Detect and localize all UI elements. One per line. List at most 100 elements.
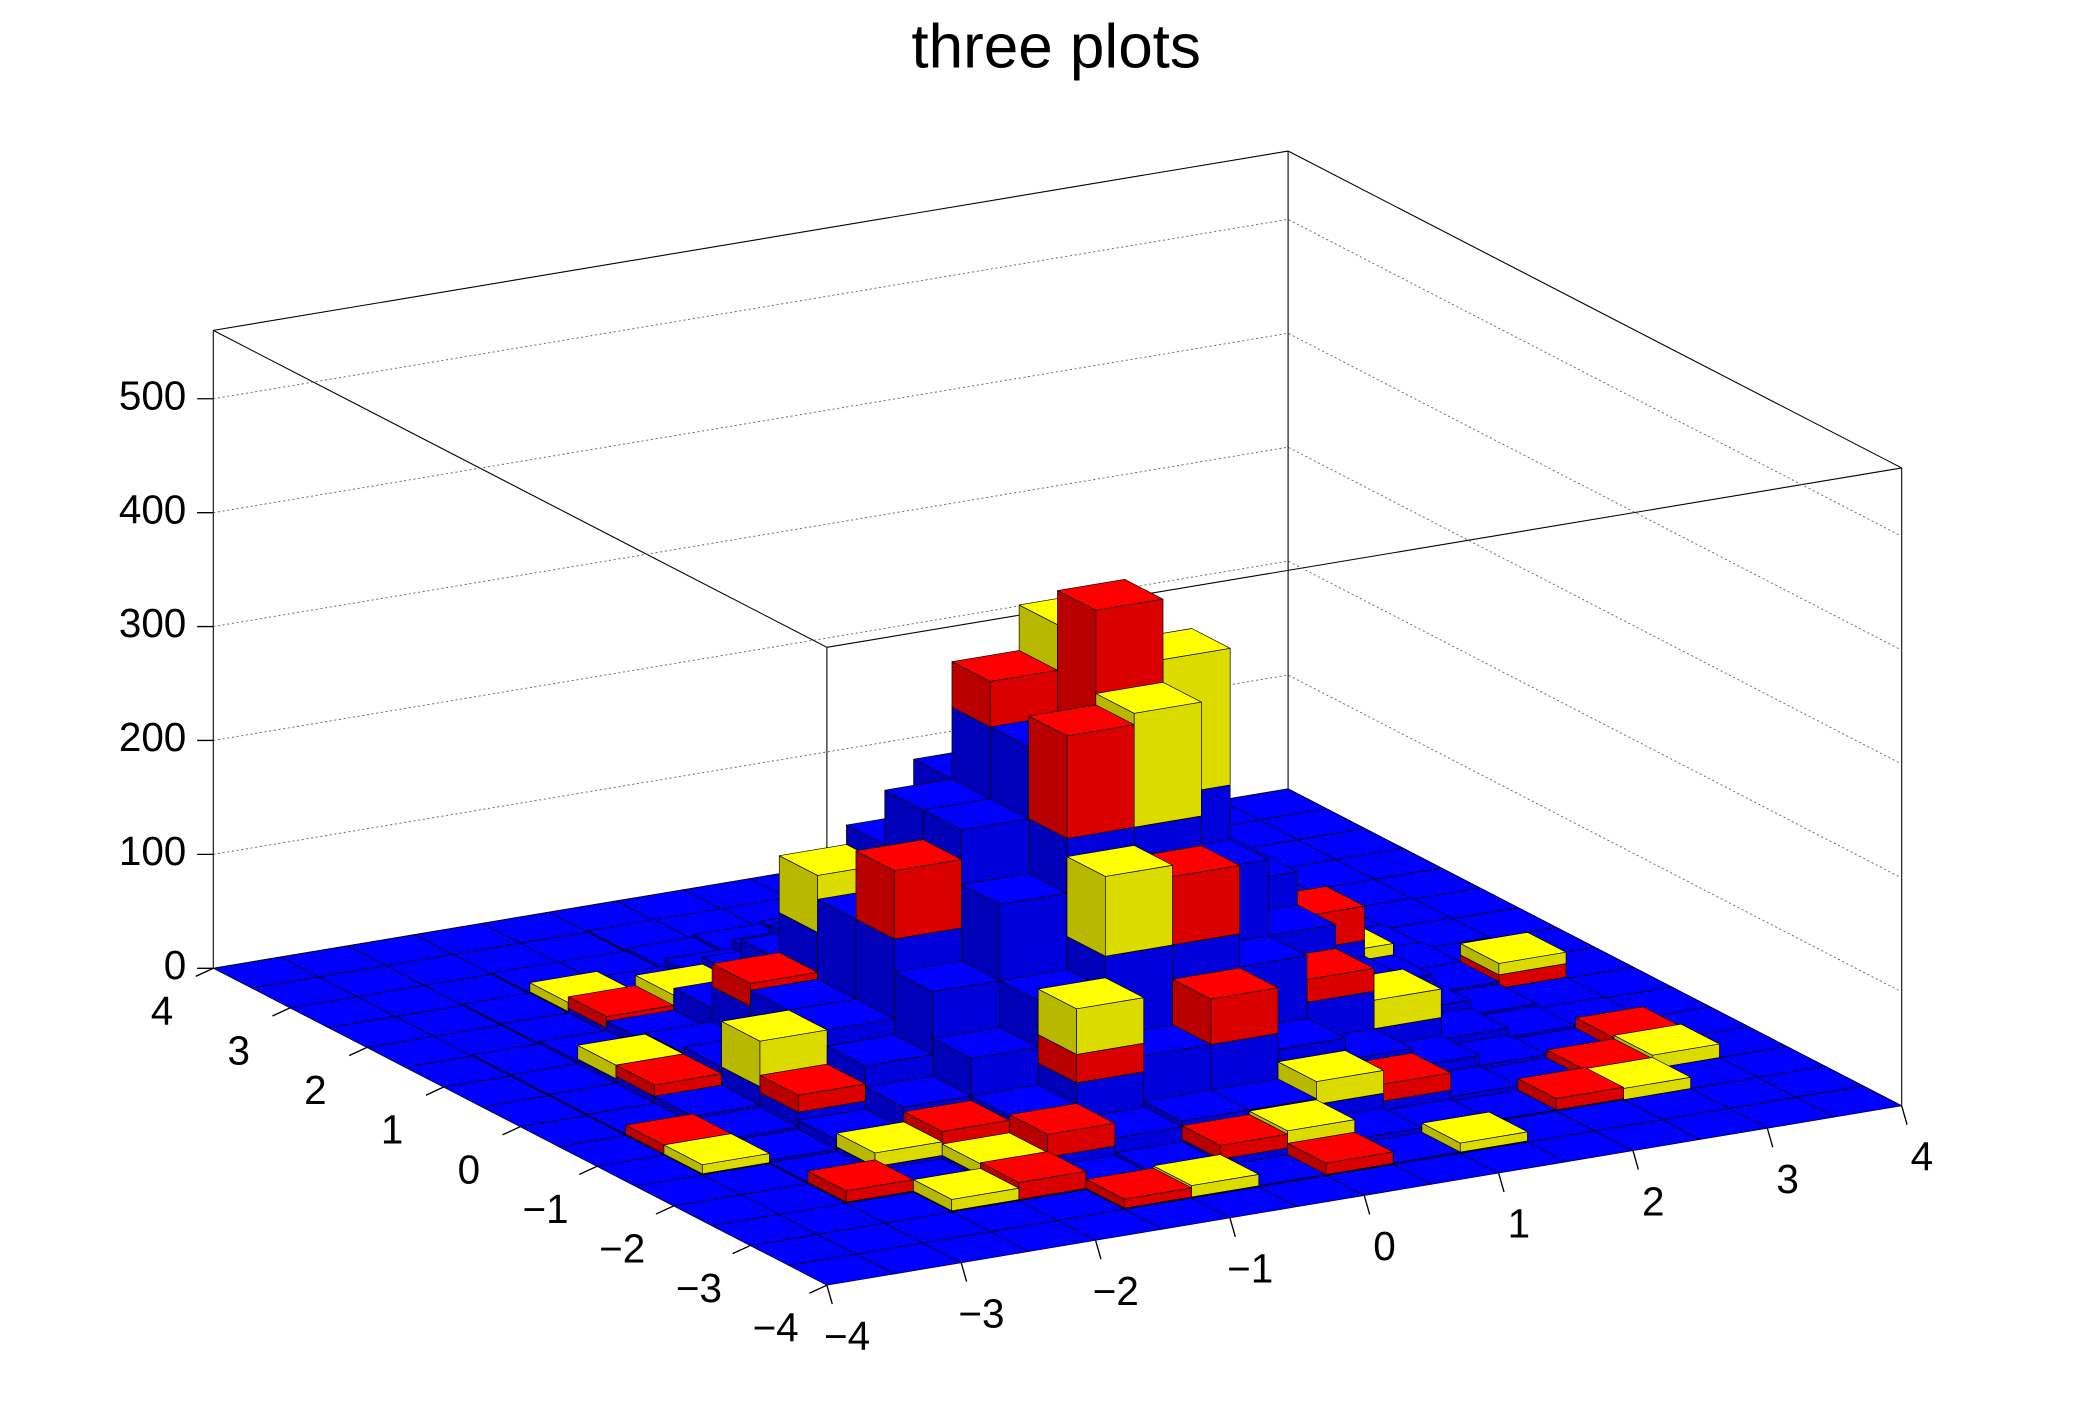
lego-top-face xyxy=(836,1121,943,1154)
y-tick xyxy=(272,1007,291,1017)
x-tick xyxy=(1094,1240,1102,1260)
lego-segment xyxy=(855,839,962,940)
y-tick-label: −2 xyxy=(599,1225,645,1271)
lego-top-face xyxy=(1613,1023,1720,1056)
lego-segment xyxy=(1287,1131,1394,1175)
lego-top-face xyxy=(1028,704,1135,737)
lego-segment xyxy=(1172,967,1279,1045)
frame-edge xyxy=(213,329,828,648)
lego-segment xyxy=(1421,1111,1528,1153)
axes: 0 100 200 300 400 500 −4 −3 −2 −1 0 1 2 3 4 −4 −3 −2 −1 0 1 2… xyxy=(119,372,1933,1358)
lego-top-face xyxy=(788,1253,895,1286)
lego-top-face xyxy=(1066,845,1173,877)
y-tick-label: −4 xyxy=(753,1305,799,1351)
grid-line xyxy=(213,674,1902,993)
x-tick-label: −4 xyxy=(824,1313,870,1359)
lego-top-face xyxy=(1277,1050,1384,1082)
x-tick xyxy=(960,1262,968,1282)
lego-top-face xyxy=(1172,967,1279,1000)
lego-segment xyxy=(951,650,1058,728)
y-tick xyxy=(502,1126,521,1136)
lego-top-face xyxy=(1143,1089,1250,1122)
x-tick-label: −1 xyxy=(1227,1246,1273,1292)
y-tick xyxy=(195,967,214,977)
lego-top-face xyxy=(980,1151,1087,1183)
x-tick xyxy=(1632,1150,1640,1170)
lego-segment xyxy=(807,1159,914,1203)
y-tick-label: 2 xyxy=(304,1067,327,1113)
lego-front-face xyxy=(1066,724,1135,839)
lego-top-face xyxy=(903,1100,1010,1132)
lego-segment xyxy=(759,1063,866,1113)
lego-top-face xyxy=(913,1168,1020,1200)
lego-top-face xyxy=(1057,578,1164,611)
grid-line xyxy=(213,446,1902,765)
y-tick xyxy=(348,1046,367,1057)
frame-edge xyxy=(826,467,1902,648)
y-tick-label: 4 xyxy=(151,988,174,1034)
lego-top-face xyxy=(1085,1167,1192,1200)
lego-top-face xyxy=(1037,977,1145,1010)
lego-top-face xyxy=(826,1034,933,1067)
z-tick-label: 400 xyxy=(119,486,186,532)
lego-top-face xyxy=(951,650,1058,682)
lego-top-face xyxy=(711,952,818,984)
lego-top-face xyxy=(932,1026,1039,1059)
lego-front-face xyxy=(1172,865,1241,946)
bars xyxy=(212,578,1903,1286)
lego-top-face xyxy=(1517,1067,1624,1099)
lego-left-face xyxy=(1028,715,1068,839)
lego-top-face xyxy=(1181,1114,1288,1146)
x-tick xyxy=(1901,1105,1908,1125)
lego-top-face xyxy=(759,1063,866,1096)
x-tick-label: 2 xyxy=(1642,1178,1665,1224)
lego-segment xyxy=(1066,845,1173,957)
lego-top-face xyxy=(1009,1103,1116,1135)
lego-top-face xyxy=(615,1053,722,1086)
grid-line xyxy=(213,218,1902,537)
lego-top-face xyxy=(567,985,675,1017)
x-tick xyxy=(1497,1172,1505,1193)
x-tick-label: 4 xyxy=(1911,1133,1934,1179)
lego-front-face xyxy=(893,859,962,940)
x-tick xyxy=(826,1285,833,1305)
lego-top-face xyxy=(1152,1154,1260,1186)
grid-line xyxy=(213,332,1902,651)
lego-segment xyxy=(1028,704,1135,839)
y-tick xyxy=(425,1086,444,1096)
z-tick-label: 100 xyxy=(119,828,186,874)
lego-segment xyxy=(1085,1167,1192,1209)
z-tick-label: 0 xyxy=(164,942,187,988)
x-tick-label: −2 xyxy=(1093,1268,1139,1314)
lego-segment xyxy=(1517,1067,1624,1111)
z-tick-label: 300 xyxy=(119,600,186,646)
lego-segment xyxy=(615,1053,722,1097)
x-tick xyxy=(1363,1195,1371,1215)
y-tick-label: 0 xyxy=(458,1146,481,1192)
z-tick-label: 500 xyxy=(119,372,186,418)
frame-edge xyxy=(1287,150,1902,469)
lego-segment xyxy=(913,1168,1020,1212)
lego-top-face xyxy=(855,839,962,871)
lego-top-face xyxy=(922,798,1030,831)
lego-segment xyxy=(663,1133,770,1175)
lego-top-face xyxy=(893,960,1001,993)
lego-top-face xyxy=(1460,932,1567,964)
y-tick xyxy=(578,1165,598,1176)
x-tick-label: −3 xyxy=(958,1290,1004,1336)
lego-top-face xyxy=(1095,681,1202,714)
lego-top-face xyxy=(961,872,1068,905)
x-tick xyxy=(1766,1128,1774,1148)
x-tick-label: 3 xyxy=(1776,1156,1799,1202)
x-tick-label: 1 xyxy=(1508,1201,1531,1247)
y-tick xyxy=(809,1284,828,1294)
lego-top-face xyxy=(721,1009,828,1042)
lego-top-face xyxy=(807,1159,914,1192)
y-tick xyxy=(732,1244,751,1255)
lego-segment xyxy=(788,1253,895,1286)
lego-segment xyxy=(980,1151,1087,1200)
chart-title: three plots xyxy=(911,13,1201,82)
y-tick-label: 1 xyxy=(381,1107,404,1153)
lego-segment xyxy=(1460,932,1567,976)
